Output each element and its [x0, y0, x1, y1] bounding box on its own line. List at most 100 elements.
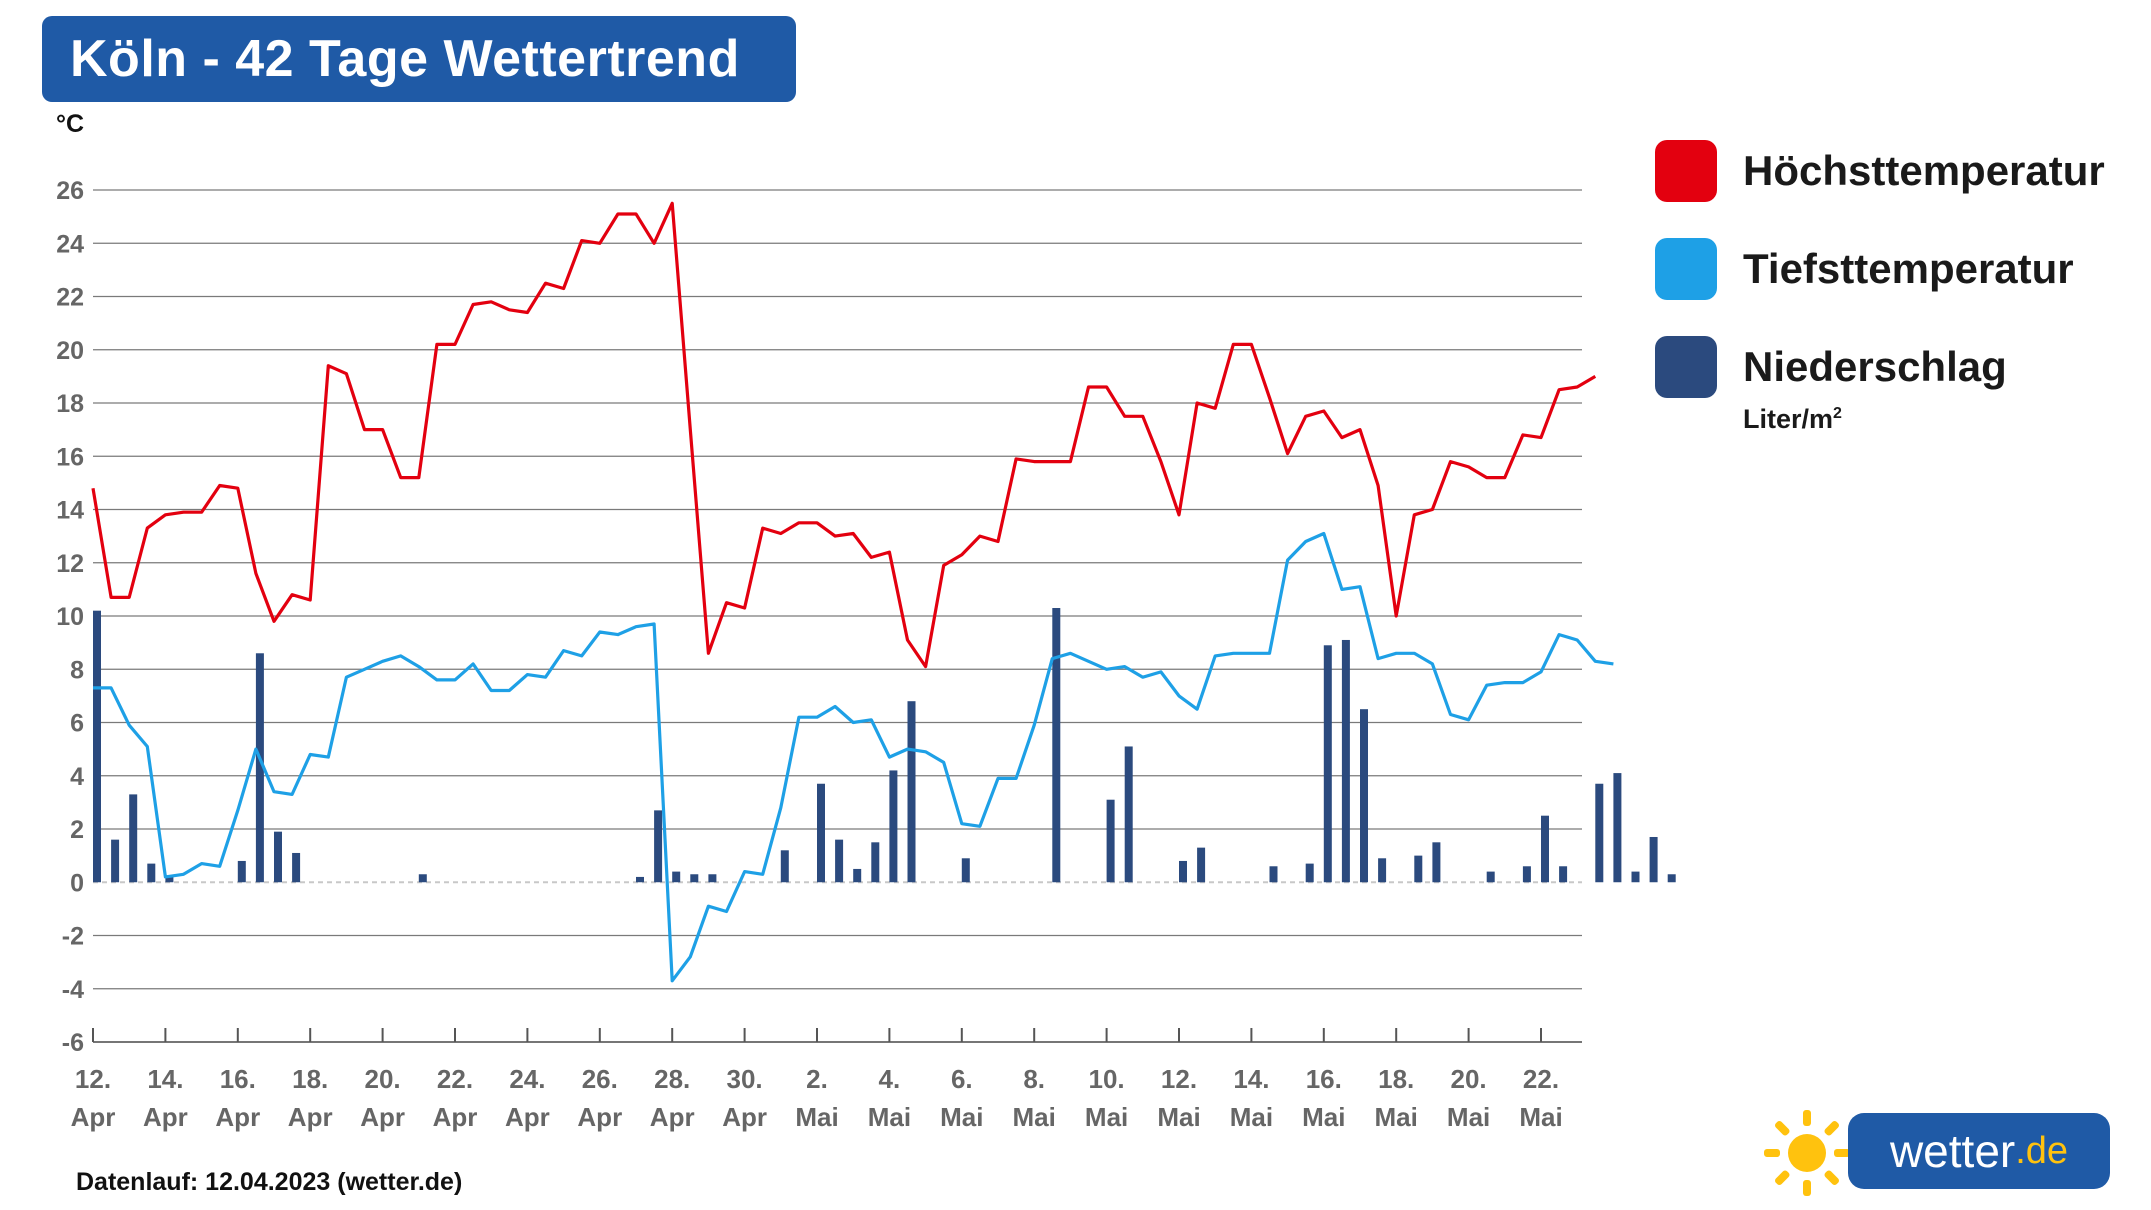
logo-tld: .de	[2015, 1129, 2069, 1172]
precipitation-bar	[871, 842, 880, 883]
wetter-logo[interactable]: wetter .de	[1762, 1108, 2110, 1198]
legend-label-tiefsttemperatur: Tiefsttemperatur	[1743, 245, 2074, 292]
precipitation-bar	[1559, 866, 1568, 883]
precipitation-bar	[1197, 847, 1206, 883]
y-tick-label: 6	[70, 710, 84, 738]
legend: Höchsttemperatur Tiefsttemperatur Nieder…	[1655, 138, 2105, 434]
precipitation-bar	[690, 874, 699, 883]
y-tick-label: 18	[56, 390, 84, 418]
x-tick-label-day: 12.	[75, 1064, 111, 1094]
legend-item-tiefsttemperatur: Tiefsttemperatur	[1655, 236, 2105, 302]
precipitation-bar	[961, 858, 970, 883]
legend-unit-niederschlag: Liter/m2	[1743, 404, 1842, 435]
precipitation-bar	[907, 701, 916, 883]
precipitation-bar	[1323, 645, 1332, 883]
precipitation-bar	[1052, 608, 1061, 883]
y-tick-label: 8	[70, 656, 84, 684]
precipitation-bar	[1432, 842, 1441, 883]
series-line-tiefsttemperatur	[93, 531, 1614, 983]
precipitation-bar	[1649, 836, 1658, 883]
precipitation-bar	[1124, 746, 1133, 883]
x-tick-label-month: Mai	[795, 1102, 838, 1132]
x-tick-label-day: 28.	[654, 1064, 690, 1094]
x-tick-label-month: Mai	[1375, 1102, 1418, 1132]
x-tick-label-month: Apr	[433, 1102, 478, 1132]
precipitation-bar	[1360, 709, 1368, 883]
x-tick-label-month: Apr	[722, 1102, 767, 1132]
precipitation-bar	[1106, 799, 1115, 883]
legend-unit-text: Liter/m	[1743, 404, 1834, 434]
precipitation-bar	[1595, 783, 1604, 883]
precipitation-bar	[147, 863, 156, 883]
x-tick-label-month: Apr	[577, 1102, 622, 1132]
precipitation-bar	[708, 874, 717, 883]
precipitation-bar	[1378, 858, 1387, 883]
precipitation-bar	[1269, 866, 1278, 883]
x-tick-label-month: Apr	[288, 1102, 333, 1132]
y-tick-label: -4	[62, 976, 84, 1004]
y-axis-unit: °C	[56, 110, 85, 138]
x-tick-label-day: 18.	[1378, 1064, 1414, 1094]
y-tick-label: 4	[70, 763, 84, 791]
x-tick-label-day: 12.	[1161, 1064, 1197, 1094]
precipitation-bar	[165, 876, 174, 883]
title-banner: Köln - 42 Tage Wettertrend	[42, 16, 796, 102]
precipitation-bar	[129, 794, 138, 883]
legend-label-hoechsttemperatur: Höchsttemperatur	[1743, 147, 2105, 194]
precipitation-bar	[672, 871, 681, 883]
legend-item-niederschlag: Niederschlag Liter/m2	[1655, 334, 2105, 434]
x-tick-label-month: Mai	[1157, 1102, 1200, 1132]
precipitation-bar	[853, 868, 862, 883]
precipitation-bar	[889, 770, 898, 883]
precipitation-bar	[1305, 863, 1314, 883]
x-tick-label-month: Mai	[1085, 1102, 1128, 1132]
x-tick-label-day: 2.	[806, 1064, 828, 1094]
x-tick-label-month: Mai	[1447, 1102, 1490, 1132]
x-tick-label-day: 8.	[1023, 1064, 1045, 1094]
precipitation-bar	[1414, 855, 1423, 883]
precipitation-bar	[292, 852, 301, 883]
x-tick-label-day: 22.	[437, 1064, 473, 1094]
precipitation-bar	[255, 653, 264, 883]
legend-item-hoechsttemperatur: Höchsttemperatur	[1655, 138, 2105, 204]
precipitation-bar	[93, 610, 101, 883]
x-tick-label-day: 22.	[1523, 1064, 1559, 1094]
x-tick-label-day: 30.	[727, 1064, 763, 1094]
y-tick-label: 20	[56, 337, 84, 365]
y-tick-label: 26	[56, 177, 84, 205]
precipitation-bar	[1486, 871, 1495, 883]
precipitation-bar	[835, 839, 844, 883]
x-tick-label-month: Mai	[868, 1102, 911, 1132]
precipitation-bar	[418, 874, 427, 883]
precipitation-bar	[1522, 866, 1531, 883]
legend-label-niederschlag: Niederschlag	[1743, 343, 2007, 390]
chart-title: Köln - 42 Tage Wettertrend	[70, 30, 740, 88]
y-tick-label: 12	[56, 550, 84, 578]
precipitation-bar	[817, 783, 825, 883]
precipitation-bar	[654, 810, 663, 883]
x-tick-label-month: Mai	[1013, 1102, 1056, 1132]
x-tick-label-day: 20.	[365, 1064, 401, 1094]
x-tick-label-month: Mai	[1519, 1102, 1562, 1132]
precipitation-bar	[111, 839, 120, 883]
x-tick-label-month: Apr	[360, 1102, 405, 1132]
precipitation-bar	[1667, 874, 1676, 883]
sun-icon	[1764, 1110, 1850, 1196]
y-tick-label: -6	[62, 1029, 84, 1057]
precipitation-bar	[237, 860, 246, 883]
y-tick-label: 16	[56, 443, 84, 471]
data-run-note: Datenlauf: 12.04.2023 (wetter.de)	[76, 1168, 463, 1196]
y-tick-label: 2	[70, 816, 84, 844]
x-tick-label-month: Apr	[215, 1102, 260, 1132]
x-tick-label-day: 6.	[951, 1064, 973, 1094]
series-line-hoechsttemperatur	[91, 201, 1597, 669]
y-tick-label: 14	[56, 497, 84, 525]
x-tick-label-day: 16.	[220, 1064, 256, 1094]
x-tick-label-day: 10.	[1089, 1064, 1125, 1094]
y-tick-label: 0	[70, 869, 84, 897]
x-tick-label-month: Mai	[940, 1102, 983, 1132]
precipitation-bar	[274, 831, 282, 883]
y-tick-label: -2	[62, 923, 84, 951]
x-tick-label-month: Mai	[1230, 1102, 1273, 1132]
